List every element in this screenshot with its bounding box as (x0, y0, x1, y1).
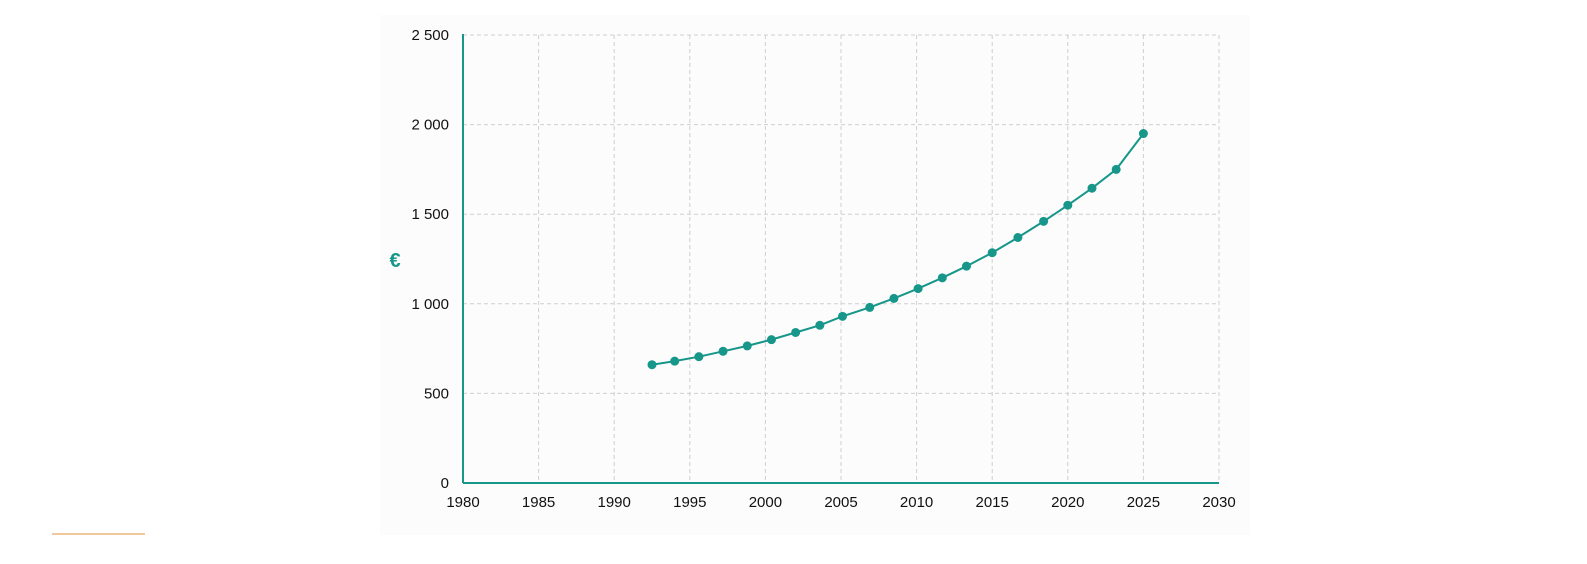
data-point (987, 248, 997, 258)
data-point (961, 261, 971, 271)
data-point (647, 360, 657, 370)
data-point (694, 352, 704, 362)
y-tick-label: 2 000 (411, 117, 449, 134)
x-tick-label: 2030 (1202, 494, 1235, 511)
x-tick-label: 1985 (522, 494, 555, 511)
data-point (1087, 183, 1097, 193)
x-tick-label: 2015 (976, 494, 1009, 511)
data-point (1111, 164, 1121, 174)
data-point (815, 320, 825, 330)
y-axis-label: € (389, 250, 400, 272)
y-tick-label: 1 500 (411, 206, 449, 223)
data-point (1013, 232, 1023, 242)
data-point (791, 327, 801, 337)
data-point (1039, 216, 1049, 226)
data-point (742, 341, 752, 351)
data-point (889, 293, 899, 303)
data-point (838, 311, 848, 321)
x-tick-label: 1980 (446, 494, 479, 511)
y-tick-label: 2 500 (411, 27, 449, 44)
y-tick-label: 1 000 (411, 296, 449, 313)
data-point (670, 356, 680, 366)
axes (462, 34, 1219, 484)
grid-lines (463, 34, 1220, 483)
data-point (937, 273, 947, 283)
chart-background (380, 15, 1250, 535)
decorative-divider (52, 533, 145, 535)
data-point (1063, 200, 1073, 210)
x-tick-label: 2005 (824, 494, 857, 511)
data-point (913, 284, 923, 294)
data-point (1138, 129, 1148, 139)
data-point (865, 302, 875, 312)
x-tick-label: 2025 (1127, 494, 1160, 511)
tick-labels: 1980 1985 1990 1995 2000 2005 2010 2015 2020 2025… (411, 27, 1235, 511)
x-tick-label: 2010 (900, 494, 933, 511)
x-tick-label: 2000 (749, 494, 782, 511)
series-layer (647, 129, 1148, 370)
y-tick-label: 0 (441, 475, 449, 492)
x-tick-label: 1995 (673, 494, 706, 511)
x-tick-label: 1990 (598, 494, 631, 511)
y-tick-label: 500 (424, 385, 449, 402)
x-tick-label: 2020 (1051, 494, 1084, 511)
data-point (766, 335, 776, 345)
data-point (718, 346, 728, 356)
